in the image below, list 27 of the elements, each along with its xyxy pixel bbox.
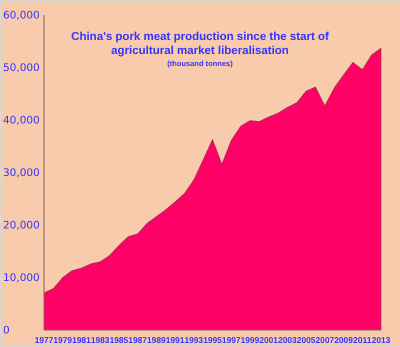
x-tick-label: 2009 xyxy=(334,335,354,345)
x-tick-label: 1993 xyxy=(184,335,204,345)
x-tick-label: 1991 xyxy=(166,335,185,345)
x-tick-label: 2007 xyxy=(316,335,335,345)
x-tick-label: 1985 xyxy=(110,335,129,345)
x-tick-label: 1997 xyxy=(222,335,242,345)
x-tick-label: 2005 xyxy=(296,335,316,345)
x-tick-label: 2011 xyxy=(352,335,372,345)
y-tick-label: 30,000 xyxy=(3,167,40,180)
y-tick-label: 50,000 xyxy=(3,62,40,74)
x-tick-label: 2013 xyxy=(372,335,391,345)
x-tick-label: 1995 xyxy=(203,335,222,345)
x-tick-label: 1983 xyxy=(90,335,110,345)
x-tick-label: 2003 xyxy=(278,335,298,345)
x-tick-label: 2001 xyxy=(259,335,278,345)
x-tick-label: 1989 xyxy=(147,335,166,345)
text: China's pork meat production since the start of agricultural market liberalisation xyxy=(70,30,330,58)
x-tick-label: 1979 xyxy=(53,335,73,345)
x-tick-label: 1977 xyxy=(34,335,54,345)
x-tick-label: 1981 xyxy=(72,335,92,345)
y-tick-label: 60,000 xyxy=(3,10,40,22)
y-tick-label: 40,000 xyxy=(3,114,40,127)
y-tick-label: 10,000 xyxy=(3,272,40,284)
y-tick-label: 20,000 xyxy=(3,220,40,232)
x-tick-label: 1999 xyxy=(240,335,260,345)
x-tick-label: 1987 xyxy=(128,335,148,345)
y-tick-label: 0 xyxy=(3,324,10,337)
